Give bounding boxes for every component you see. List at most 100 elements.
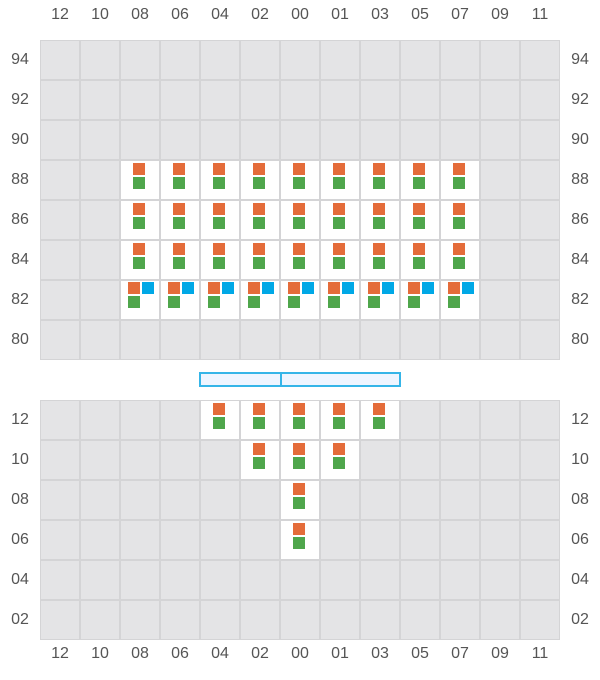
- slot-cell[interactable]: [160, 480, 200, 520]
- slot-cell[interactable]: [240, 400, 280, 440]
- slot-cell[interactable]: [360, 520, 400, 560]
- slot-cell[interactable]: [200, 120, 240, 160]
- slot-cell[interactable]: [280, 560, 320, 600]
- slot-cell[interactable]: [320, 520, 360, 560]
- slot-cell[interactable]: [200, 160, 240, 200]
- slot-cell[interactable]: [280, 80, 320, 120]
- slot-cell[interactable]: [200, 520, 240, 560]
- slot-cell[interactable]: [80, 160, 120, 200]
- slot-cell[interactable]: [440, 200, 480, 240]
- slot-cell[interactable]: [240, 240, 280, 280]
- slot-cell[interactable]: [240, 280, 280, 320]
- slot-cell[interactable]: [400, 160, 440, 200]
- slot-cell[interactable]: [360, 280, 400, 320]
- slot-cell[interactable]: [200, 80, 240, 120]
- slot-cell[interactable]: [480, 120, 520, 160]
- slot-cell[interactable]: [200, 320, 240, 360]
- slot-cell[interactable]: [360, 240, 400, 280]
- slot-cell[interactable]: [160, 200, 200, 240]
- slot-cell[interactable]: [360, 80, 400, 120]
- slot-cell[interactable]: [160, 320, 200, 360]
- slot-cell[interactable]: [120, 120, 160, 160]
- slot-cell[interactable]: [160, 80, 200, 120]
- slot-cell[interactable]: [40, 480, 80, 520]
- slot-cell[interactable]: [400, 40, 440, 80]
- slot-cell[interactable]: [440, 80, 480, 120]
- slot-cell[interactable]: [160, 160, 200, 200]
- slot-cell[interactable]: [520, 560, 560, 600]
- slot-cell[interactable]: [360, 320, 400, 360]
- slot-cell[interactable]: [480, 520, 520, 560]
- slot-cell[interactable]: [320, 80, 360, 120]
- slot-cell[interactable]: [120, 40, 160, 80]
- slot-cell[interactable]: [80, 400, 120, 440]
- slot-cell[interactable]: [80, 440, 120, 480]
- slot-cell[interactable]: [80, 200, 120, 240]
- slot-cell[interactable]: [160, 560, 200, 600]
- slot-cell[interactable]: [120, 200, 160, 240]
- slot-cell[interactable]: [320, 200, 360, 240]
- slot-cell[interactable]: [400, 560, 440, 600]
- slot-cell[interactable]: [280, 440, 320, 480]
- slot-cell[interactable]: [520, 280, 560, 320]
- slot-cell[interactable]: [440, 520, 480, 560]
- slot-cell[interactable]: [120, 320, 160, 360]
- slot-cell[interactable]: [200, 480, 240, 520]
- slot-cell[interactable]: [160, 520, 200, 560]
- slot-cell[interactable]: [520, 400, 560, 440]
- slot-cell[interactable]: [120, 400, 160, 440]
- slot-cell[interactable]: [480, 440, 520, 480]
- slot-cell[interactable]: [280, 120, 320, 160]
- slot-cell[interactable]: [200, 280, 240, 320]
- slot-cell[interactable]: [320, 480, 360, 520]
- slot-cell[interactable]: [280, 240, 320, 280]
- slot-cell[interactable]: [40, 120, 80, 160]
- slot-cell[interactable]: [240, 320, 280, 360]
- slot-cell[interactable]: [480, 280, 520, 320]
- slot-cell[interactable]: [40, 320, 80, 360]
- slot-cell[interactable]: [160, 600, 200, 640]
- slot-cell[interactable]: [520, 440, 560, 480]
- slot-cell[interactable]: [160, 40, 200, 80]
- slot-cell[interactable]: [80, 280, 120, 320]
- slot-cell[interactable]: [480, 480, 520, 520]
- slot-cell[interactable]: [200, 240, 240, 280]
- slot-cell[interactable]: [520, 600, 560, 640]
- slot-cell[interactable]: [520, 160, 560, 200]
- slot-cell[interactable]: [120, 80, 160, 120]
- slot-cell[interactable]: [40, 560, 80, 600]
- slot-cell[interactable]: [240, 480, 280, 520]
- slot-cell[interactable]: [400, 200, 440, 240]
- slot-cell[interactable]: [360, 560, 400, 600]
- slot-cell[interactable]: [440, 320, 480, 360]
- slot-cell[interactable]: [400, 120, 440, 160]
- slot-cell[interactable]: [40, 520, 80, 560]
- slot-cell[interactable]: [280, 280, 320, 320]
- slot-cell[interactable]: [280, 600, 320, 640]
- slot-cell[interactable]: [120, 520, 160, 560]
- slot-cell[interactable]: [320, 600, 360, 640]
- slot-cell[interactable]: [400, 320, 440, 360]
- slot-cell[interactable]: [240, 600, 280, 640]
- slot-cell[interactable]: [240, 80, 280, 120]
- slot-cell[interactable]: [480, 400, 520, 440]
- slot-cell[interactable]: [320, 120, 360, 160]
- slot-cell[interactable]: [280, 200, 320, 240]
- slot-cell[interactable]: [40, 400, 80, 440]
- slot-cell[interactable]: [320, 400, 360, 440]
- slot-cell[interactable]: [200, 560, 240, 600]
- slot-cell[interactable]: [120, 560, 160, 600]
- slot-cell[interactable]: [280, 40, 320, 80]
- slot-cell[interactable]: [80, 240, 120, 280]
- slot-cell[interactable]: [280, 400, 320, 440]
- slot-cell[interactable]: [480, 240, 520, 280]
- slot-cell[interactable]: [440, 240, 480, 280]
- slot-cell[interactable]: [480, 80, 520, 120]
- slot-cell[interactable]: [40, 240, 80, 280]
- slot-cell[interactable]: [280, 160, 320, 200]
- slot-cell[interactable]: [360, 200, 400, 240]
- slot-cell[interactable]: [120, 280, 160, 320]
- slot-cell[interactable]: [40, 160, 80, 200]
- divider-bar[interactable]: [199, 372, 401, 387]
- slot-cell[interactable]: [320, 160, 360, 200]
